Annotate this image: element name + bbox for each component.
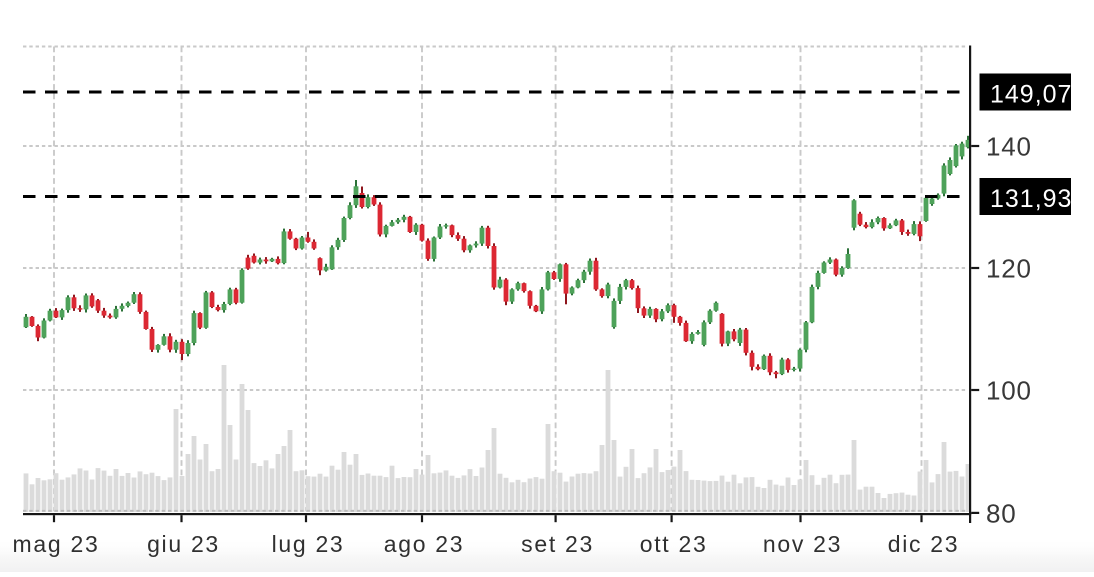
svg-text:set 23: set 23 bbox=[521, 531, 594, 557]
svg-text:nov 23: nov 23 bbox=[763, 531, 842, 557]
svg-text:131,93: 131,93 bbox=[990, 185, 1072, 213]
svg-text:140: 140 bbox=[986, 132, 1032, 162]
svg-text:lug 23: lug 23 bbox=[272, 531, 345, 557]
svg-text:120: 120 bbox=[986, 254, 1032, 284]
svg-text:80: 80 bbox=[986, 498, 1017, 528]
svg-text:100: 100 bbox=[986, 376, 1032, 406]
svg-text:149,07: 149,07 bbox=[990, 81, 1072, 109]
svg-text:ott 23: ott 23 bbox=[640, 531, 708, 557]
svg-text:ago 23: ago 23 bbox=[384, 531, 465, 557]
svg-text:dic 23: dic 23 bbox=[888, 531, 960, 557]
svg-text:giu 23: giu 23 bbox=[147, 531, 220, 557]
svg-text:mag 23: mag 23 bbox=[13, 531, 100, 557]
